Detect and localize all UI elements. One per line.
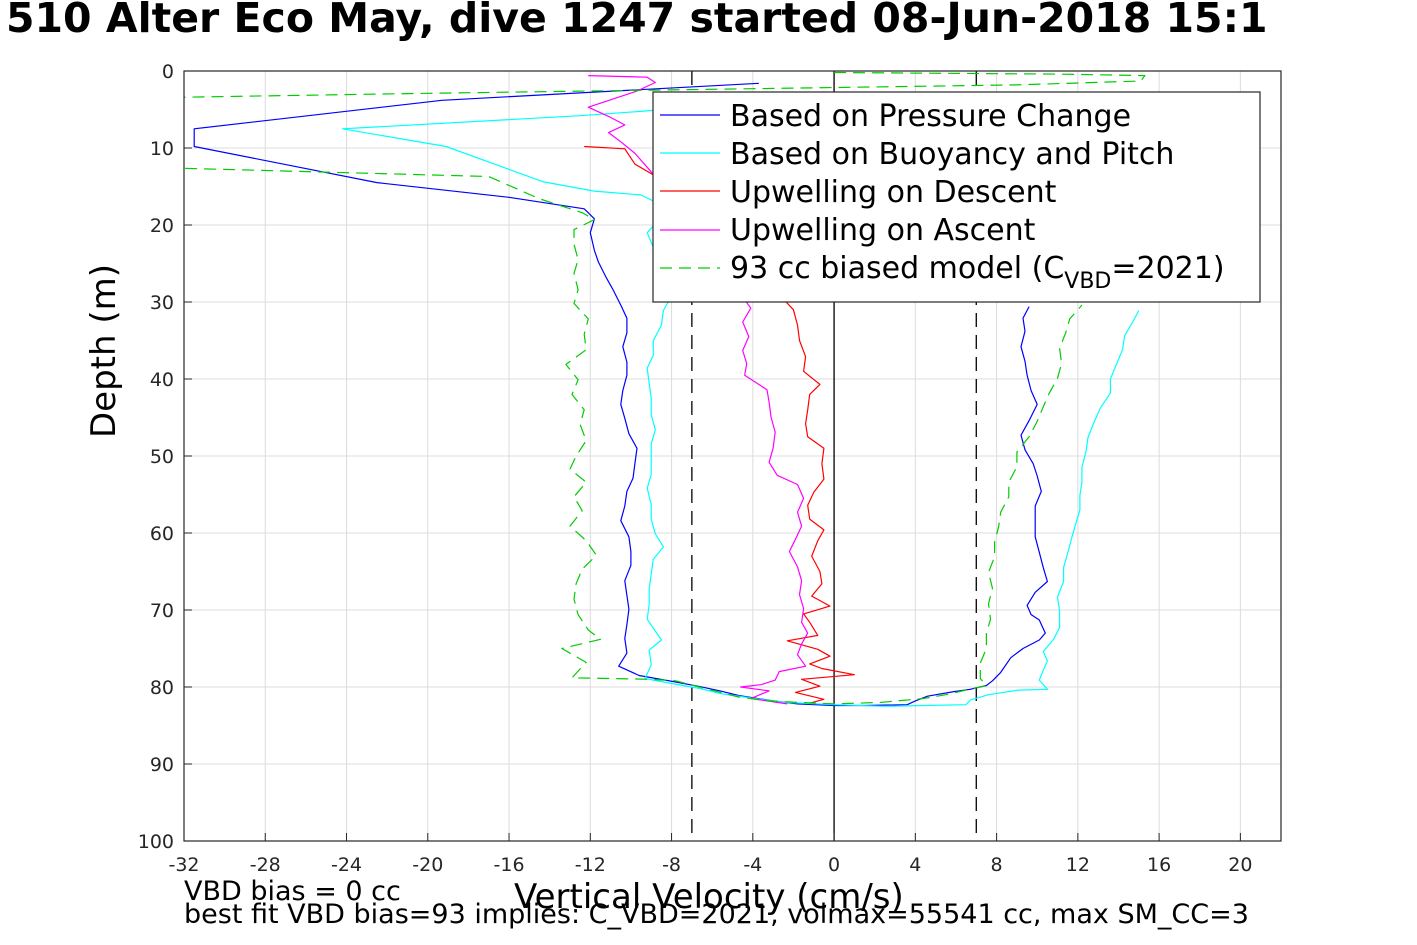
x-tick-label: -12: [575, 854, 606, 876]
legend-label-buoyancy: Based on Buoyancy and Pitch: [730, 137, 1174, 172]
legend-label-pressure: Based on Pressure Change: [730, 99, 1131, 134]
x-tick-label: -32: [168, 854, 199, 876]
chart-title: 510 Alter Eco May, dive 1247 started 08-…: [6, 0, 1268, 42]
y-tick-label: 40: [150, 369, 174, 391]
y-tick-label: 80: [150, 677, 174, 699]
x-tick-label: 16: [1147, 854, 1171, 876]
y-tick-label: 0: [162, 61, 174, 83]
series-line-upwelling-descent: [584, 145, 856, 704]
y-tick-label: 60: [150, 523, 174, 545]
y-tick-label: 100: [138, 831, 174, 853]
x-tick-label: -24: [331, 854, 362, 876]
x-tick-label: 0: [828, 854, 840, 876]
vbd-bias-note: VBD bias = 0 cc: [184, 876, 401, 907]
x-axis-label: Vertical Velocity (cm/s): [514, 877, 904, 917]
y-tick-label: 20: [150, 215, 174, 237]
x-tick-label: -20: [412, 854, 443, 876]
legend-label-model-sub: VBD: [1064, 269, 1111, 294]
x-tick-label: 20: [1228, 854, 1252, 876]
x-tick-label: 4: [909, 854, 921, 876]
x-tick-label: 12: [1066, 854, 1090, 876]
legend-label-model-main: 93 cc biased model (C: [730, 251, 1064, 286]
y-tick-label: 30: [150, 292, 174, 314]
tick-marks: [183, 70, 1241, 842]
x-tick-label: -16: [494, 854, 525, 876]
x-tick-labels: -32 -28 -24 -20 -16 -12 -8 -4 0 4 8 12 16 20: [168, 854, 1252, 876]
x-tick-label: -4: [743, 854, 762, 876]
x-tick-label: -28: [250, 854, 281, 876]
y-tick-labels: 0 10 20 30 40 50 60 70 80 90 100: [138, 61, 174, 853]
best-fit-note: best fit VBD bias=93 implies: C_VBD=2021…: [184, 899, 1249, 930]
series-line-pressure-change: [193, 82, 1049, 707]
y-axis-label: Depth (m): [84, 263, 124, 438]
legend-label-ascent: Upwelling on Ascent: [730, 213, 1036, 248]
x-tick-label: 8: [991, 854, 1003, 876]
y-tick-label: 90: [150, 754, 174, 776]
legend: Based on Pressure Change Based on Buoyan…: [652, 91, 1261, 303]
y-tick-label: 50: [150, 446, 174, 468]
legend-label-model: 93 cc biased model (CVBD=2021): [730, 251, 1225, 294]
legend-box: [652, 91, 1261, 303]
series-line-biased-model: [184, 71, 1146, 705]
y-tick-label: 10: [150, 138, 174, 160]
legend-label-model-rest: =2021): [1111, 251, 1224, 286]
x-tick-label: -8: [662, 854, 681, 876]
y-tick-label: 70: [150, 600, 174, 622]
series-line-upwelling-ascent: [587, 75, 809, 705]
legend-label-descent: Upwelling on Descent: [730, 175, 1057, 210]
